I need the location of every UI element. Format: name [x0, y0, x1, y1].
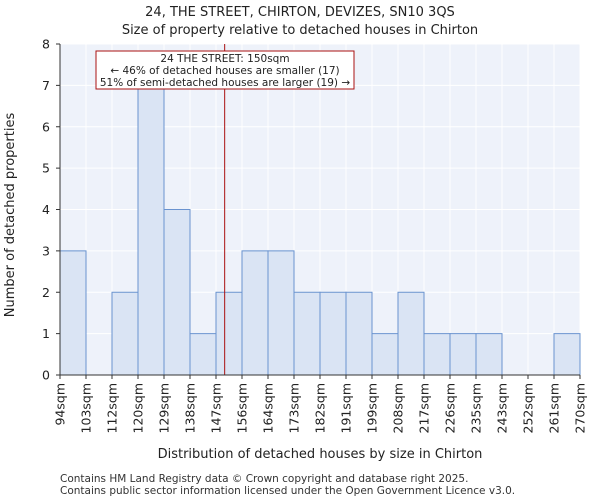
annotation-line-1: 24 THE STREET: 150sqm: [160, 53, 289, 65]
x-tick-label: 252sqm: [521, 383, 536, 433]
y-tick-label: 0: [42, 368, 50, 383]
x-tick-label: 94sqm: [53, 383, 68, 426]
bar: [267, 250, 295, 376]
bar: [137, 84, 165, 376]
y-tick-label: 5: [42, 161, 50, 176]
bar: [553, 333, 581, 376]
annotation-box: [95, 50, 355, 90]
y-ticks: 0 1 2 3 4 5 6 7 8: [42, 37, 60, 383]
x-tick-label: 235sqm: [469, 383, 484, 433]
x-tick-label: 129sqm: [157, 383, 172, 433]
x-tick-label: 112sqm: [105, 383, 120, 433]
bar: [241, 250, 269, 376]
y-tick-label: 8: [42, 37, 50, 52]
bars: [59, 84, 581, 376]
x-tick-label: 191sqm: [339, 383, 354, 433]
y-tick-label: 2: [42, 285, 50, 300]
footer-line-2: Contains public sector information licen…: [60, 485, 515, 497]
y-tick-label: 3: [42, 243, 50, 258]
x-tick-label: 120sqm: [131, 383, 146, 433]
annotation-line-3: 51% of semi-detached houses are larger (…: [100, 77, 351, 89]
bar: [449, 333, 477, 376]
x-tick-label: 147sqm: [209, 383, 224, 433]
x-axis-label: Distribution of detached houses by size …: [158, 447, 483, 462]
x-tick-label: 226sqm: [443, 383, 458, 433]
bar: [163, 209, 191, 376]
chart-subtitle: Size of property relative to detached ho…: [122, 23, 478, 38]
bar: [345, 291, 373, 376]
footer-line-1: Contains HM Land Registry data © Crown c…: [60, 473, 468, 485]
marker-annotation: 24 THE STREET: 150sqm ← 46% of detached …: [95, 50, 355, 90]
x-tick-label: 138sqm: [183, 383, 198, 433]
x-tick-label: 270sqm: [573, 383, 588, 433]
x-ticks: 94sqm 103sqm 112sqm 120sqm 129sqm 138sqm 147sq…: [53, 375, 588, 433]
y-tick-label: 6: [42, 119, 50, 134]
bar: [371, 333, 399, 376]
y-tick-label: 4: [42, 202, 50, 217]
y-axis-label: Number of detached properties: [3, 113, 18, 318]
bar: [59, 250, 87, 376]
x-tick-label: 208sqm: [391, 383, 406, 433]
x-tick-label: 217sqm: [417, 383, 432, 433]
bar: [111, 291, 139, 376]
annotation-line-2: ← 46% of detached houses are smaller (17…: [110, 65, 339, 77]
y-tick-label: 7: [42, 78, 50, 93]
bar: [319, 291, 347, 376]
chart-title: 24, THE STREET, CHIRTON, DEVIZES, SN10 3…: [145, 5, 455, 20]
bar: [215, 291, 243, 376]
bar: [475, 333, 503, 376]
x-tick-label: 182sqm: [313, 383, 328, 433]
x-tick-label: 199sqm: [365, 383, 380, 433]
bar: [423, 333, 451, 376]
bar: [293, 291, 321, 376]
x-tick-label: 156sqm: [235, 383, 250, 433]
y-tick-label: 1: [42, 326, 50, 341]
x-tick-label: 243sqm: [495, 383, 510, 433]
bar: [397, 291, 425, 376]
x-tick-label: 164sqm: [261, 383, 276, 433]
x-tick-label: 261sqm: [547, 383, 562, 433]
x-tick-label: 173sqm: [287, 383, 302, 433]
x-tick-label: 103sqm: [79, 383, 94, 433]
bar: [189, 333, 217, 376]
